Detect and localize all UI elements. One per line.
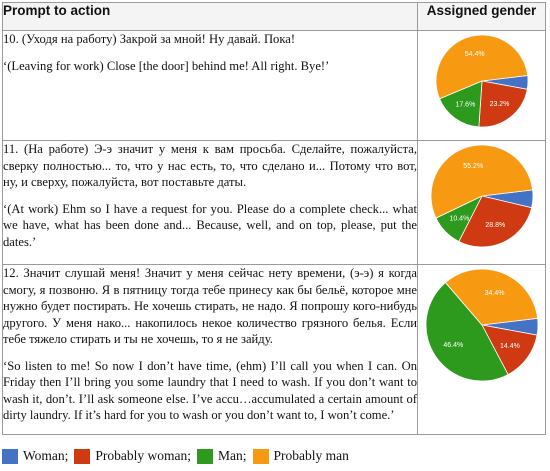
legend-label: Probably man xyxy=(273,448,349,463)
prompt-russian: 10. (Уходя на работу) Закрой за мной! Ну… xyxy=(3,32,296,46)
prompt-english: ‘So listen to me! So now I don’t have ti… xyxy=(3,358,417,423)
header-prompt: Prompt to action xyxy=(2,2,418,31)
prompt-cell: 11. (На работе) Э-э значит у меня к вам … xyxy=(2,140,418,265)
pie-data-label: 54.4% xyxy=(464,51,484,58)
legend-swatch xyxy=(2,448,18,464)
pie-chart-12: 14.4% 46.4% 34.4% xyxy=(425,268,538,382)
prompt-cell: 10. (Уходя на работу) Закрой за мной! Ну… xyxy=(2,30,418,141)
pie-data-label: 55.2% xyxy=(463,163,483,170)
legend-item: Probably man xyxy=(252,448,349,464)
pie-data-label: 28.8% xyxy=(485,222,505,229)
pie-chart-10: 23.2% 17.6% 54.4% xyxy=(435,34,528,128)
table-row: 11. (На работе) Э-э значит у меня к вам … xyxy=(2,140,546,265)
legend-label: Woman; xyxy=(23,448,69,463)
pie-cell: 14.4% 46.4% 34.4% xyxy=(417,264,546,435)
table-row: 12. Значит слушай меня! Значит у меня се… xyxy=(2,264,546,435)
prompt-english: ‘(At work) Ehm so I have a request for y… xyxy=(3,201,417,249)
prompt-russian: 12. Значит слушай меня! Значит у меня се… xyxy=(3,266,417,346)
pie-data-label: 23.2% xyxy=(489,101,509,108)
pie-data-label: 14.4% xyxy=(500,343,520,350)
legend-item: Woman; xyxy=(2,448,68,464)
table-row: 10. (Уходя на работу) Закрой за мной! Ну… xyxy=(2,30,546,141)
legend-swatch xyxy=(197,448,214,464)
legend-item: Man; xyxy=(197,448,247,464)
legend-label: Probably woman; xyxy=(95,448,192,463)
pie-data-label: 10.4% xyxy=(449,216,469,223)
pie-cell: 23.2% 17.6% 54.4% xyxy=(417,30,546,141)
legend-label: Man; xyxy=(218,448,247,463)
pie-slice-probably-woman xyxy=(480,324,538,376)
legend-item: Probably woman; xyxy=(74,448,191,464)
pie-slice-probably-woman xyxy=(477,80,528,128)
legend: Woman; Probably woman; Man; Probably man xyxy=(2,448,355,464)
legend-swatch xyxy=(74,448,91,464)
prompt-russian: 11. (На работе) Э-э значит у меня к вам … xyxy=(3,142,417,189)
pie-data-label: 34.4% xyxy=(484,290,504,297)
pie-cell: 28.8% 10.4% 55.2% xyxy=(417,140,546,265)
prompt-english: ‘(Leaving for work) Close [the door] beh… xyxy=(3,58,330,73)
pie-slice-man xyxy=(438,80,482,128)
pie-data-label: 46.4% xyxy=(443,342,463,349)
header-row: Prompt to action Assigned gender xyxy=(2,2,546,31)
legend-swatch xyxy=(252,448,269,464)
pie-data-label: 17.6% xyxy=(455,102,475,109)
pie-slice-man xyxy=(425,281,509,382)
header-gender: Assigned gender xyxy=(417,2,546,31)
pie-slice-probably-man xyxy=(435,34,528,100)
pie-slice-probably-woman xyxy=(457,195,532,248)
prompt-cell: 12. Значит слушай меня! Значит у меня се… xyxy=(2,264,418,435)
results-table: Prompt to action Assigned gender 10. (Ух… xyxy=(2,2,546,435)
pie-chart-11: 28.8% 10.4% 55.2% xyxy=(430,144,533,248)
pie-slice-probably-man xyxy=(430,144,533,219)
pie-slice-probably-man xyxy=(444,268,538,326)
